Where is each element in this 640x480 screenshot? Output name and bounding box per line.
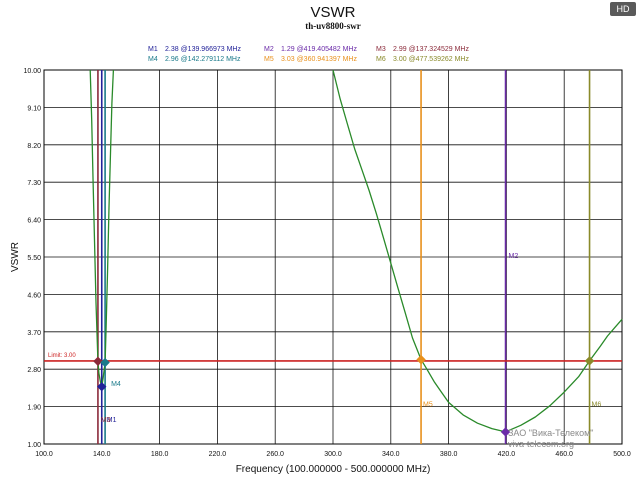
legend-value-m2: 1.29 @419.405482 MHz: [281, 46, 357, 53]
x-tick-label: 140.0: [93, 451, 111, 458]
y-tick-label: 6.40: [27, 218, 41, 225]
chart-title: VSWR: [311, 4, 356, 21]
plot-area: 100.0 140.0 180.0 220.0 260.0 300.0 340.0 380.0…: [23, 68, 630, 458]
legend-id-m1: M1: [148, 46, 158, 53]
x-tick-label: 460.0: [555, 451, 573, 458]
watermark: ЗАО "Вика-Телеком" viva-telecom.org: [508, 428, 628, 450]
y-tick-label: 4.60: [27, 292, 41, 299]
marker-point-m3: [93, 356, 103, 367]
x-tick-label: 500.0: [613, 451, 631, 458]
y-tick-label: 9.10: [27, 105, 41, 112]
y-tick-label: 10.00: [23, 68, 41, 75]
marker-point-m2: [500, 427, 511, 437]
y-tick-label: 1.90: [27, 405, 41, 412]
marker-point-m1: [97, 381, 107, 392]
x-tick-label: 380.0: [440, 451, 458, 458]
y-tick-label: 2.80: [27, 367, 41, 374]
legend-id-m3: M3: [376, 46, 386, 53]
marker-label-m6: M6: [592, 402, 602, 409]
x-tick-label: 100.0: [35, 451, 53, 458]
x-axis-label: Frequency (100.000000 - 500.000000 MHz): [236, 464, 431, 475]
hd-badge: HD: [610, 2, 636, 16]
marker-point-m5: [416, 354, 426, 365]
y-tick-label: 8.20: [27, 143, 41, 150]
y-tick-label: 5.50: [27, 255, 41, 262]
y-tick-label: 1.00: [27, 442, 41, 449]
chart-subtitle: th-uv8800-swr: [305, 21, 361, 31]
watermark-company: ЗАО "Вика-Телеком": [508, 428, 594, 438]
marker-label-m5: M5: [423, 402, 433, 409]
x-tick-label: 260.0: [266, 451, 284, 458]
legend-id-m6: M6: [376, 56, 386, 63]
legend-id-m2: M2: [264, 46, 274, 53]
marker-label-m4: M4: [111, 381, 121, 388]
legend-value-m3: 2.99 @137.324529 MHz: [393, 46, 469, 53]
x-tick-label: 220.0: [209, 451, 227, 458]
y-axis-label: VSWR: [10, 242, 21, 272]
x-tick-label: 340.0: [382, 451, 400, 458]
x-tick-label: 180.0: [151, 451, 169, 458]
marker-label-m3: M3: [101, 417, 111, 424]
legend-id-m4: M4: [148, 56, 158, 63]
legend-value-m5: 3.03 @360.941397 MHz: [281, 56, 357, 63]
watermark-site: viva-telecom.org: [508, 439, 575, 449]
series-line: [332, 69, 623, 433]
marker-legend: M1 2.38 @139.966973 MHz M2 1.29 @419.405482…: [148, 46, 469, 63]
legend-value-m1: 2.38 @139.966973 MHz: [165, 46, 241, 53]
limit-label: Limit: 3.00: [48, 353, 76, 359]
x-tick-label: 420.0: [498, 451, 516, 458]
marker-label-m2: M2: [509, 253, 519, 260]
legend-id-m5: M5: [264, 56, 274, 63]
legend-value-m4: 2.96 @142.279112 MHz: [165, 56, 241, 63]
marker-point-m6: [584, 356, 595, 366]
marker-label-m1: M1: [107, 417, 117, 424]
y-tick-label: 7.30: [27, 180, 41, 187]
marker-point-m4: [100, 357, 110, 368]
legend-value-m6: 3.00 @477.539262 MHz: [393, 56, 469, 63]
x-tick-label: 300.0: [324, 451, 342, 458]
y-tick-label: 3.70: [27, 330, 41, 337]
